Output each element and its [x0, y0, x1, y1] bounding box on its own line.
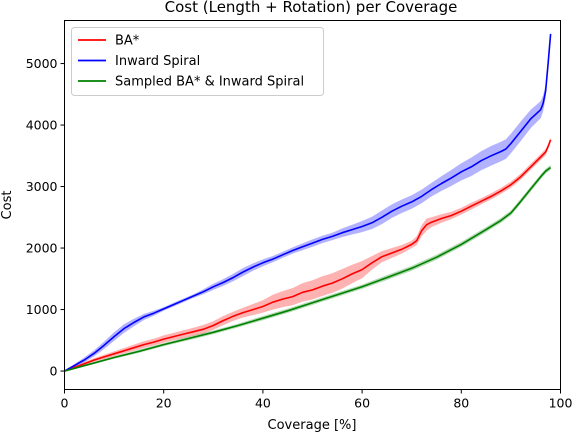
- legend-label-1: BA*: [115, 34, 140, 49]
- series-lines: [64, 33, 552, 372]
- y-tick-label: 1000: [26, 302, 58, 317]
- x-axis-label: Coverage [%]: [268, 418, 357, 433]
- legend-label-2: Inward Spiral: [115, 54, 200, 69]
- legend-label-3: Sampled BA* & Inward Spiral: [115, 75, 304, 90]
- plot-frame: [64, 20, 561, 390]
- series-line-3: [64, 166, 552, 372]
- y-tick-label: 3000: [26, 179, 58, 194]
- x-tick-label: 80: [453, 396, 469, 411]
- y-tick-label: 4000: [26, 118, 58, 133]
- legend-box: [71, 27, 324, 96]
- series-line-2: [64, 33, 552, 372]
- series-line-1: [64, 139, 552, 372]
- legend: BA* Inward Spiral Sampled BA* & Inward Spi…: [71, 27, 324, 96]
- y-axis-label: Cost: [0, 191, 15, 220]
- y-tick-label: 0: [50, 364, 58, 379]
- x-tick-label: 20: [156, 396, 172, 411]
- x-tick-label: 0: [61, 396, 69, 411]
- series-band-1: [64, 137, 551, 372]
- series-band-3: [64, 165, 551, 372]
- chart-title: Cost (Length + Rotation) per Coverage: [165, 0, 458, 16]
- y-axis-ticks: 0 1000 2000 3000 4000 5000: [26, 56, 65, 379]
- x-tick-label: 100: [549, 396, 572, 411]
- y-tick-label: 2000: [26, 241, 58, 256]
- x-tick-label: 60: [354, 396, 370, 411]
- y-tick-label: 5000: [26, 56, 58, 71]
- x-axis-ticks: 0 20 40 60 80 100: [61, 389, 572, 411]
- x-tick-label: 40: [255, 396, 271, 411]
